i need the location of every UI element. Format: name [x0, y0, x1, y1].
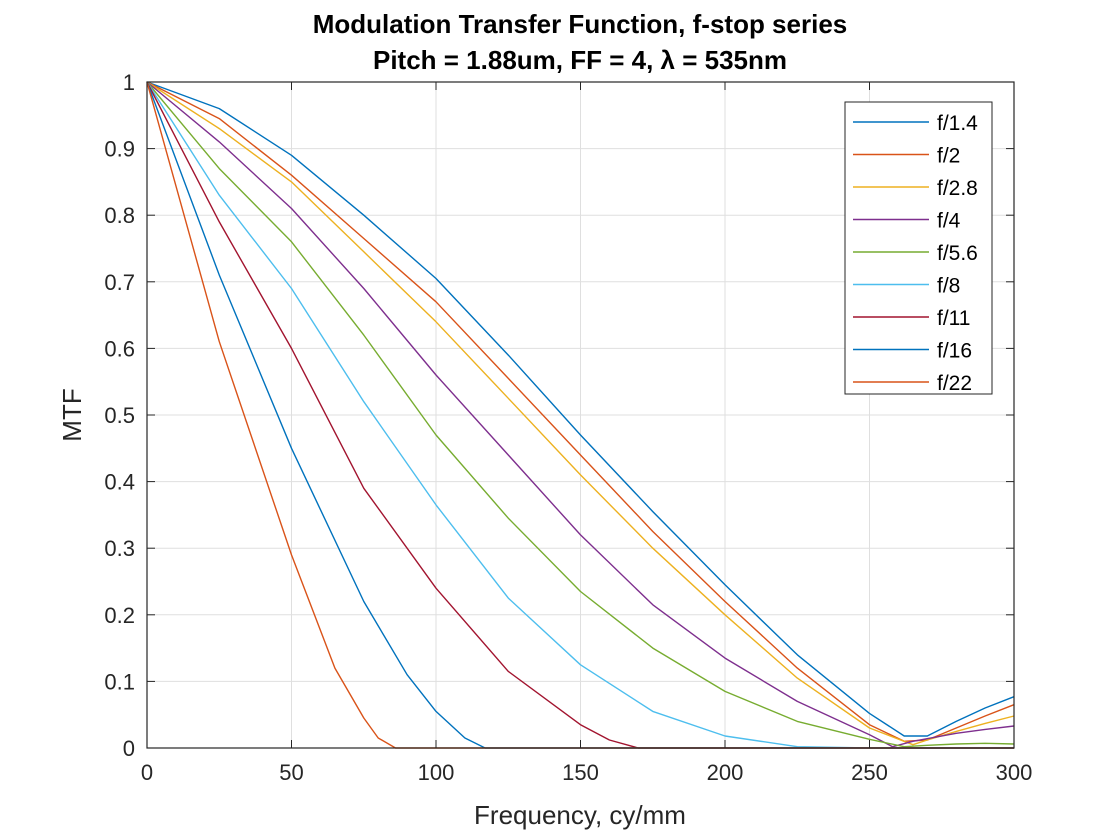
y-tick-label: 0.2	[104, 603, 135, 628]
legend-label-9: f/22	[937, 372, 972, 395]
series-line-4	[146, 81, 1015, 748]
y-tick-label: 0.3	[104, 536, 135, 561]
chart-title: Modulation Transfer Function, f-stop ser…	[313, 9, 848, 39]
x-tick-label: 50	[279, 760, 303, 785]
y-tick-label: 0.6	[104, 336, 135, 361]
x-tick-label: 100	[418, 760, 455, 785]
legend-label-5: f/5.6	[937, 242, 978, 265]
series-group	[146, 81, 1015, 749]
legend-box	[844, 101, 993, 395]
y-tick-label: 0	[123, 736, 135, 761]
y-tick-label: 0.9	[104, 137, 135, 162]
chart-subtitle: Pitch = 1.88um, FF = 4, λ = 535nm	[373, 45, 787, 75]
legend-label-8: f/16	[937, 340, 972, 363]
legend-label-1: f/1.4	[937, 112, 978, 135]
legend: f/1.4 f/2 f/2.8 f/4 f/5.6 f/8 f/11 f/16 f/22	[844, 101, 993, 395]
y-tick-label: 0.8	[104, 203, 135, 228]
x-tick-label: 150	[562, 760, 599, 785]
series-line-2	[146, 81, 1015, 742]
y-tick-label: 1	[123, 70, 135, 95]
x-tick-label: 200	[707, 760, 744, 785]
axis-ticks: 0 50 100 150 200 250 300 0 0.1 0.2 0.3 0.4 0.5 0.6 0.7…	[104, 70, 1032, 785]
y-tick-label: 0.5	[104, 403, 135, 428]
legend-label-4: f/4	[937, 210, 961, 233]
y-tick-label: 0.1	[104, 669, 135, 694]
x-tick-label: 0	[141, 760, 153, 785]
y-tick-label: 0.4	[104, 470, 135, 495]
legend-label-3: f/2.8	[937, 177, 978, 200]
y-axis-label: MTF	[57, 388, 87, 441]
series-line-1	[146, 81, 1015, 737]
legend-label-6: f/8	[937, 275, 960, 298]
legend-label-2: f/2	[937, 145, 960, 168]
y-tick-label: 0.7	[104, 270, 135, 295]
x-tick-label: 250	[851, 760, 888, 785]
legend-label-7: f/11	[937, 307, 970, 330]
x-tick-label: 300	[996, 760, 1033, 785]
x-axis-label: Frequency, cy/mm	[474, 800, 686, 830]
series-line-5	[146, 81, 1015, 748]
